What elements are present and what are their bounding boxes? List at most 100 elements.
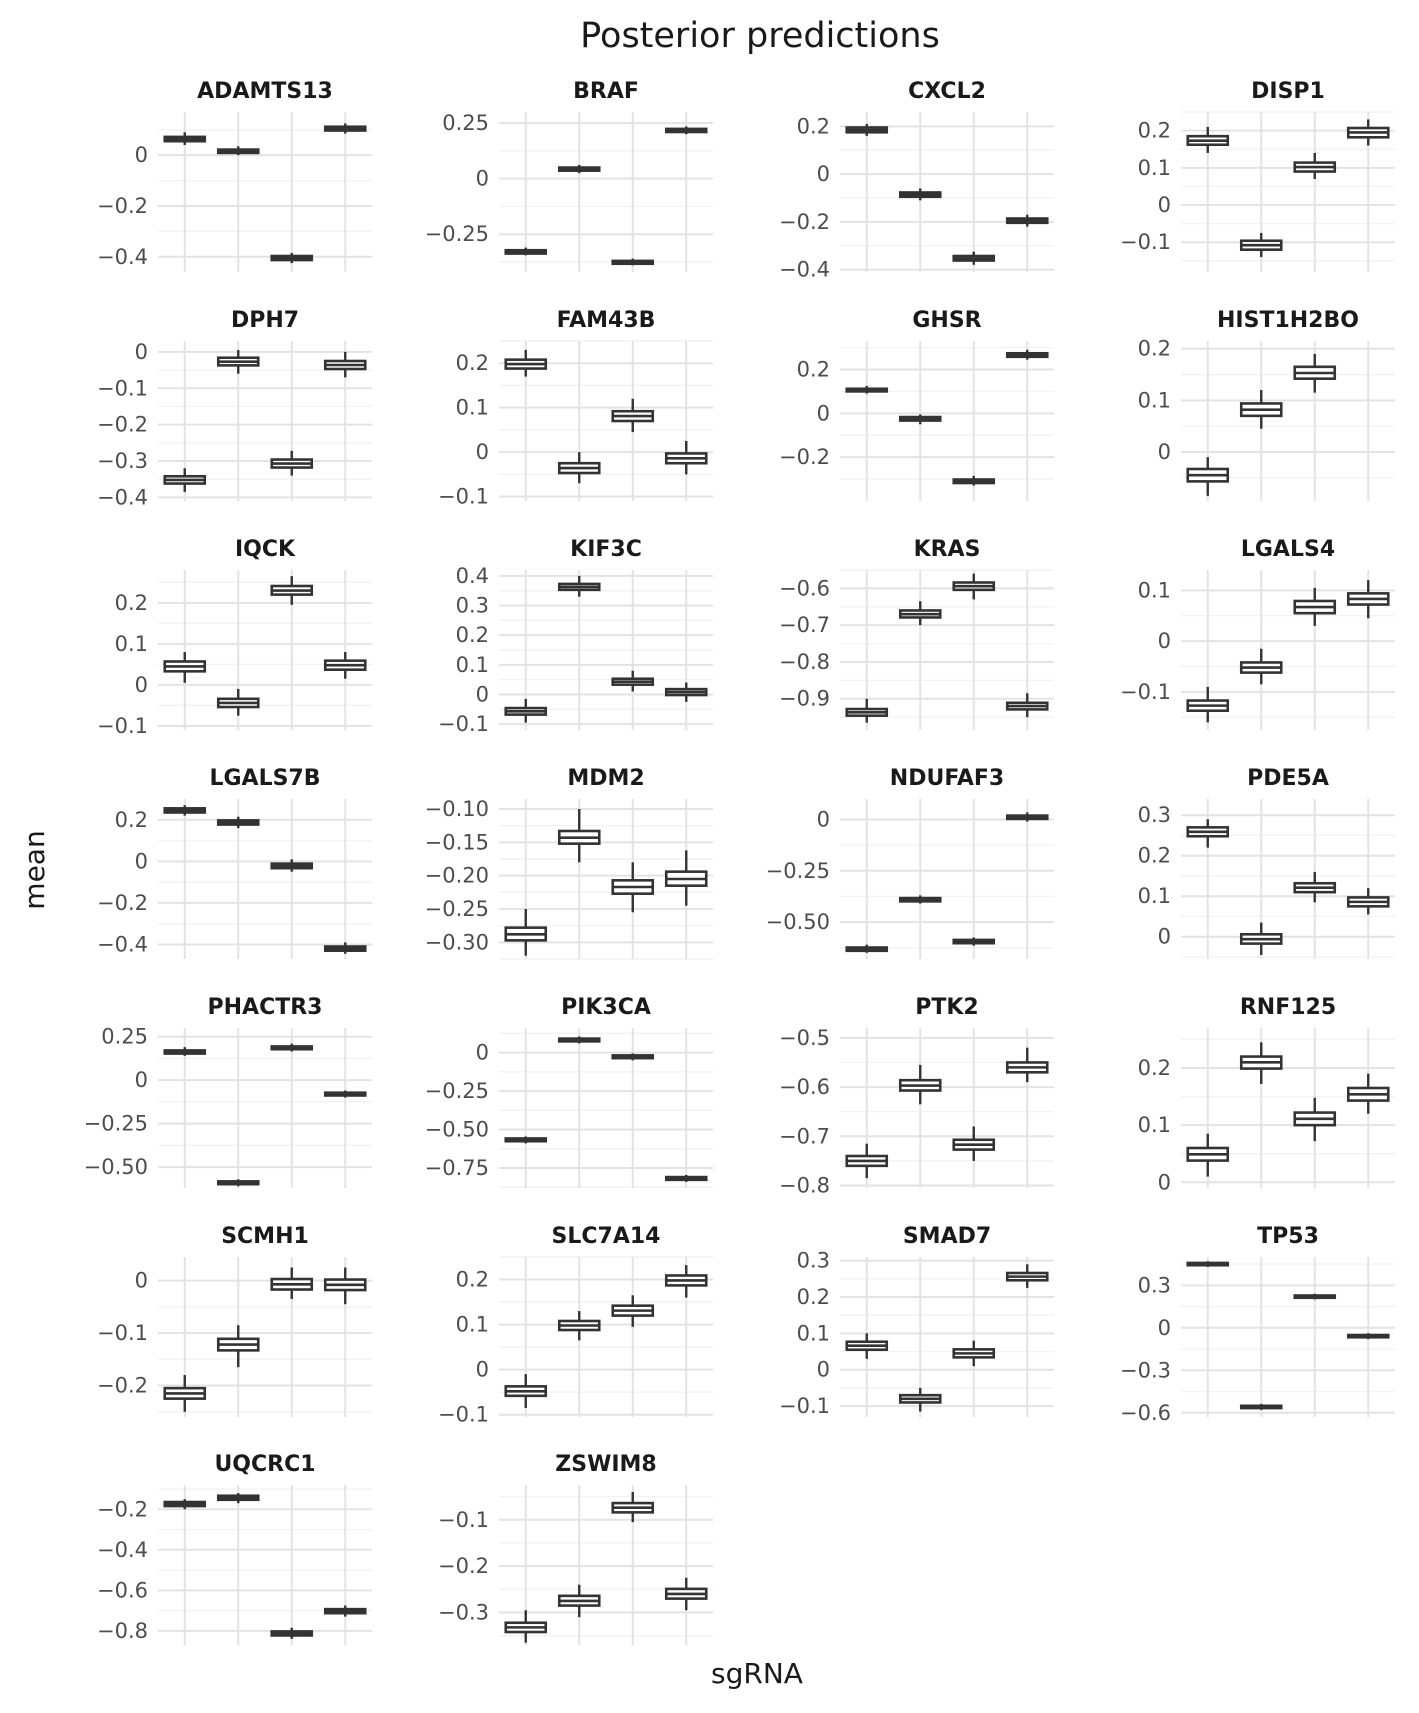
box-2	[898, 895, 942, 904]
y-tick-label: −0.7	[779, 613, 830, 637]
box-4	[1346, 1073, 1390, 1114]
facet-title: TP53	[1257, 1224, 1319, 1249]
y-tick-label: 0.1	[456, 653, 489, 677]
y-tick-label: −0.50	[84, 1155, 148, 1179]
box-3	[952, 1126, 996, 1161]
box-3	[270, 859, 314, 872]
y-tick-label: −0.30	[425, 930, 489, 954]
box-4	[1005, 1264, 1049, 1288]
y-tick-label: 0.1	[115, 632, 148, 656]
facet-panel-ptk2: PTK2 −0.5 −0.6 −0.7 −0.8	[779, 995, 1054, 1198]
facet-panel-scmh1: SCMH1 0 −0.1 −0.2	[97, 1224, 372, 1417]
box-3	[1293, 587, 1337, 626]
box-4	[1346, 580, 1390, 619]
y-tick-label: −0.1	[438, 1403, 489, 1427]
facet-title: LGALS4	[1241, 537, 1335, 562]
y-tick-label: −0.1	[97, 714, 148, 738]
y-tick-label: 0.2	[456, 623, 489, 647]
box-2	[1239, 1403, 1283, 1410]
y-tick-label: −0.50	[766, 910, 830, 934]
facet-title: LGALS7B	[209, 766, 320, 791]
box-2	[216, 350, 260, 374]
box-2	[1239, 232, 1283, 258]
y-tick-label: −0.6	[779, 576, 830, 600]
box-3	[952, 251, 996, 265]
box-1	[504, 698, 548, 723]
facet-panel-dph7: DPH7 0 −0.1 −0.2 −0.3 −0.4	[97, 308, 372, 509]
y-tick-label: 0	[476, 1041, 489, 1065]
y-tick-label: −0.8	[779, 650, 830, 674]
y-tick-label: 0	[135, 1269, 148, 1293]
y-tick-label: −0.50	[425, 1118, 489, 1142]
y-tick-label: 0.2	[1138, 119, 1171, 143]
box-3	[611, 670, 655, 692]
facet-title: SCMH1	[221, 1224, 309, 1249]
y-tick-label: −0.4	[97, 485, 148, 509]
facet-title: PTK2	[915, 995, 979, 1020]
y-tick-label: −0.25	[766, 859, 830, 883]
y-tick-label: −0.1	[438, 485, 489, 509]
facet-title: HIST1H2BO	[1217, 308, 1359, 333]
y-tick-label: −0.25	[425, 1079, 489, 1103]
box-3	[611, 258, 655, 266]
y-tick-label: 0.1	[1138, 578, 1171, 602]
y-tick-label: 0.1	[1138, 388, 1171, 412]
y-tick-label: 0	[1158, 1316, 1171, 1340]
y-tick-label: 0	[476, 682, 489, 706]
box-2	[557, 575, 601, 597]
y-tick-label: 0.2	[797, 114, 830, 138]
box-4	[1005, 812, 1049, 822]
box-3	[611, 1053, 655, 1061]
y-tick-label: −0.2	[97, 1497, 148, 1521]
box-4	[323, 1605, 367, 1617]
facet-title: DPH7	[231, 308, 299, 333]
y-tick-label: −0.10	[425, 797, 489, 821]
y-tick-label: −0.3	[97, 449, 148, 473]
y-tick-label: 0.1	[456, 396, 489, 420]
y-tick-label: 0.1	[456, 1313, 489, 1337]
y-tick-label: −0.3	[438, 1601, 489, 1625]
facet-panel-mdm2: MDM2 −0.10 −0.15 −0.20 −0.25 −0.30	[425, 766, 713, 960]
box-2	[898, 601, 942, 626]
box-4	[664, 850, 708, 906]
facet-panel-zswim8: ZSWIM8 −0.1 −0.2 −0.3	[438, 1452, 713, 1645]
facet-panel-kif3c: KIF3C 0.4 0.3 0.2 0.1 0 −0.1	[438, 537, 713, 736]
box-3	[270, 450, 314, 476]
chart-title: Posterior predictions	[580, 16, 940, 56]
box-3	[1293, 152, 1337, 179]
box-1	[1186, 1133, 1230, 1177]
box-2	[898, 188, 942, 201]
box-3	[611, 862, 655, 913]
y-tick-label: 0.2	[797, 1285, 830, 1309]
y-tick-label: 0.3	[1138, 1273, 1171, 1297]
y-tick-label: −0.25	[425, 222, 489, 246]
box-2	[1239, 1042, 1283, 1084]
box-1	[163, 652, 207, 683]
facet-panel-lgals7b: LGALS7B 0.2 0 −0.2 −0.4	[97, 766, 372, 959]
box-4	[1346, 119, 1390, 146]
box-3	[1293, 1293, 1337, 1300]
box-1	[163, 468, 207, 492]
box-4	[664, 1577, 708, 1611]
y-tick-label: −0.1	[779, 1394, 830, 1418]
box-2	[216, 1325, 260, 1368]
y-tick-label: −0.8	[97, 1619, 148, 1643]
y-tick-label: −0.1	[97, 376, 148, 400]
y-tick-label: −0.1	[1120, 230, 1171, 254]
box-1	[163, 1375, 207, 1412]
facet-panel-pde5a: PDE5A 0.3 0.2 0.1 0	[1138, 766, 1395, 959]
facet-title: SMAD7	[903, 1224, 991, 1249]
y-tick-label: −0.2	[779, 445, 830, 469]
box-1	[845, 944, 889, 953]
box-4	[664, 1174, 708, 1182]
box-3	[611, 1295, 655, 1327]
box-1	[845, 1143, 889, 1179]
x-axis-label: sgRNA	[711, 1657, 803, 1690]
box-1	[504, 909, 548, 956]
box-2	[216, 1179, 260, 1187]
y-tick-label: 0.2	[1138, 337, 1171, 361]
box-4	[323, 1267, 367, 1305]
y-tick-label: 0	[135, 340, 148, 364]
box-1	[1186, 457, 1230, 496]
box-2	[1239, 648, 1283, 685]
